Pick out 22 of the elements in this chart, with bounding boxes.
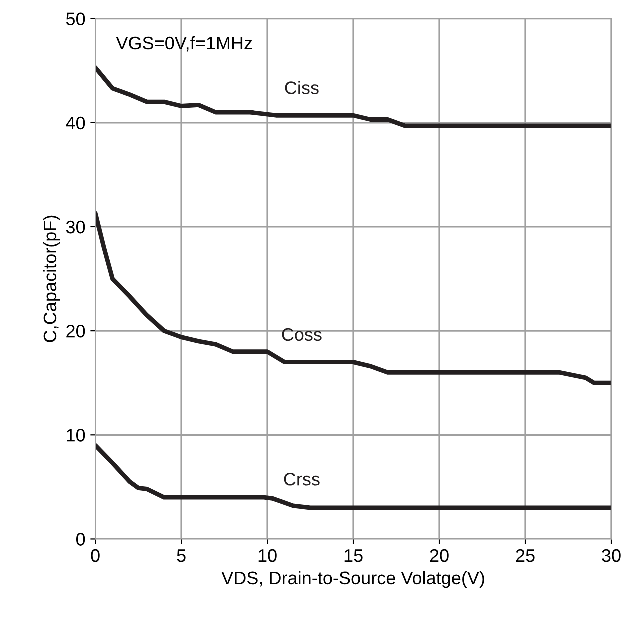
x-tick-label: 20 (430, 549, 449, 562)
y-axis-title: C,Capacitor(pF) (43, 216, 60, 342)
line-series (96, 211, 612, 386)
y-tick-label: 40 (66, 116, 86, 130)
y-tick-label: 0 (76, 533, 86, 546)
x-tick-label: 0 (91, 549, 100, 562)
x-tick-label: 10 (258, 549, 277, 562)
line-series (96, 66, 612, 128)
series-label: Coss (282, 328, 322, 342)
x-tick-label: 5 (177, 550, 186, 562)
series-label: Crss (284, 472, 320, 486)
x-axis-title: VDS, Drain-to-Source Volatge(V) (222, 571, 484, 588)
y-tick-label: 30 (66, 220, 86, 234)
line-series (96, 443, 612, 510)
y-tick-label: 10 (67, 429, 86, 442)
annotation: VGS=0V,f=1MHz (116, 36, 252, 52)
y-tick-label: 50 (66, 12, 86, 26)
x-tick-label: 30 (602, 549, 621, 562)
series-label: Ciss (285, 81, 319, 94)
y-tick-label: 20 (66, 324, 86, 338)
x-tick-label: 15 (344, 550, 363, 562)
x-tick-label: 25 (516, 549, 535, 562)
